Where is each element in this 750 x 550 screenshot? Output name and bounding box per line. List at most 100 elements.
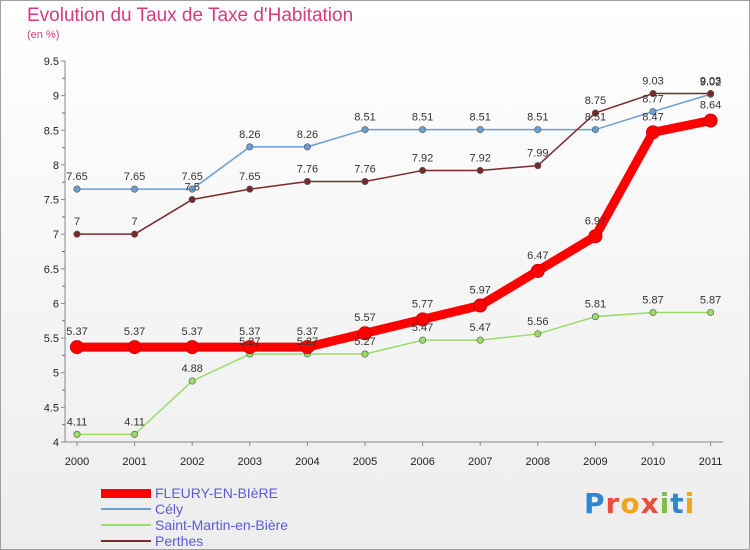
data-label: 5.27 <box>239 336 260 348</box>
series-point-3 <box>476 166 484 174</box>
series-point-1 <box>591 126 599 134</box>
data-label: 5.37 <box>66 326 87 338</box>
data-label: 5.47 <box>412 322 433 334</box>
series-point-0 <box>242 340 257 355</box>
data-label: 7.99 <box>527 148 548 160</box>
series-point-0 <box>358 326 372 341</box>
series-point-3 <box>246 185 254 193</box>
data-label: 7 <box>74 216 80 228</box>
x-tick-label: 2004 <box>295 456 319 468</box>
y-tick-label: 6.5 <box>44 264 59 276</box>
series-line-3 <box>76 92 712 235</box>
data-label: 4.11 <box>67 416 88 428</box>
series-point-2 <box>73 430 81 438</box>
data-label: 8.51 <box>469 112 490 124</box>
data-label: 8.77 <box>642 94 663 106</box>
series-point-0 <box>300 340 315 355</box>
series-point-1 <box>476 126 484 134</box>
data-label: 6.47 <box>527 250 548 262</box>
data-label: 8.51 <box>354 112 375 124</box>
series-point-0 <box>530 263 545 278</box>
series-point-1 <box>649 108 657 116</box>
legend-label: Perthes <box>155 533 204 549</box>
series-point-0 <box>127 340 142 355</box>
x-tick-label: 2001 <box>122 456 146 468</box>
series-point-3 <box>534 162 542 170</box>
data-label: 4.11 <box>124 416 145 428</box>
x-tick-label: 2007 <box>468 456 492 468</box>
series-point-2 <box>131 430 139 438</box>
data-label: 7.92 <box>469 152 490 164</box>
data-label: 7.65 <box>239 171 260 183</box>
data-label: 9.03 <box>642 76 663 88</box>
series-point-0 <box>185 340 200 355</box>
legend-swatch <box>101 524 151 526</box>
data-label: 7.65 <box>181 171 202 183</box>
data-label: 8.47 <box>642 111 663 123</box>
data-label: 8.26 <box>297 129 318 141</box>
data-label: 7.92 <box>412 152 433 164</box>
chart-title: Evolution du Taux de Taxe d'Habitation <box>27 5 354 26</box>
data-label: 5.56 <box>527 316 548 328</box>
data-label: 5.57 <box>354 312 375 324</box>
legend-label: FLEURY-EN-BIèRE <box>155 485 278 501</box>
series-point-3 <box>73 230 81 238</box>
data-label: 7.65 <box>66 171 87 183</box>
series-line-0 <box>72 116 716 352</box>
series-point-3 <box>303 178 311 186</box>
series-point-2 <box>476 336 484 344</box>
legend-swatch <box>101 508 151 510</box>
data-label: 5.87 <box>642 294 663 306</box>
y-tick-label: 7 <box>53 229 59 241</box>
series-point-1 <box>303 143 311 151</box>
series-point-2 <box>534 330 542 338</box>
data-label: 5.27 <box>354 336 375 348</box>
series-point-1 <box>131 185 139 193</box>
chart-unit-label: (en %) <box>27 29 60 41</box>
data-label: 5.47 <box>469 322 490 334</box>
data-label: 8.75 <box>585 95 606 107</box>
series-point-3 <box>188 196 196 204</box>
x-tick-label: 2000 <box>65 456 89 468</box>
series-point-3 <box>591 109 599 117</box>
series-line-1 <box>76 93 712 190</box>
series-point-0 <box>70 340 84 355</box>
y-tick-label: 9.5 <box>44 56 59 68</box>
y-tick-label: 4.5 <box>44 402 59 414</box>
legend-label: Saint-Martin-en-Bière <box>155 517 289 533</box>
y-tick-label: 8.5 <box>44 125 59 137</box>
data-label: 5.77 <box>412 298 433 310</box>
legend-swatch <box>101 540 151 542</box>
data-label: 5.37 <box>239 326 260 338</box>
x-tick-label: 2003 <box>238 456 262 468</box>
legend-swatch <box>101 488 151 498</box>
data-label: 5.97 <box>469 285 490 297</box>
data-label: 8.51 <box>585 112 606 124</box>
series-point-3 <box>707 90 715 98</box>
data-label: 7.76 <box>297 164 318 176</box>
x-tick-label: 2011 <box>699 456 723 468</box>
data-label: 5.81 <box>585 299 606 311</box>
data-label: 8.51 <box>527 112 548 124</box>
data-label: 8.64 <box>700 100 721 112</box>
series-point-0 <box>703 113 718 128</box>
y-tick-label: 5.5 <box>44 333 59 345</box>
series-point-2 <box>419 336 427 344</box>
y-tick-label: 8 <box>53 160 59 172</box>
series-point-2 <box>707 308 715 316</box>
series-point-0 <box>588 229 603 244</box>
data-label: 8.26 <box>239 129 260 141</box>
y-tick-label: 7.5 <box>44 195 59 207</box>
series-point-2 <box>361 350 369 358</box>
series-point-3 <box>419 166 427 174</box>
data-label: 5.37 <box>124 326 145 338</box>
series-point-0 <box>646 125 660 140</box>
data-label: 9.02 <box>700 76 721 88</box>
y-tick-label: 6 <box>53 298 59 310</box>
data-label: 7 <box>132 216 138 228</box>
data-label: 4.88 <box>181 363 202 375</box>
data-label: 5.87 <box>700 294 721 306</box>
series-point-3 <box>131 230 139 238</box>
